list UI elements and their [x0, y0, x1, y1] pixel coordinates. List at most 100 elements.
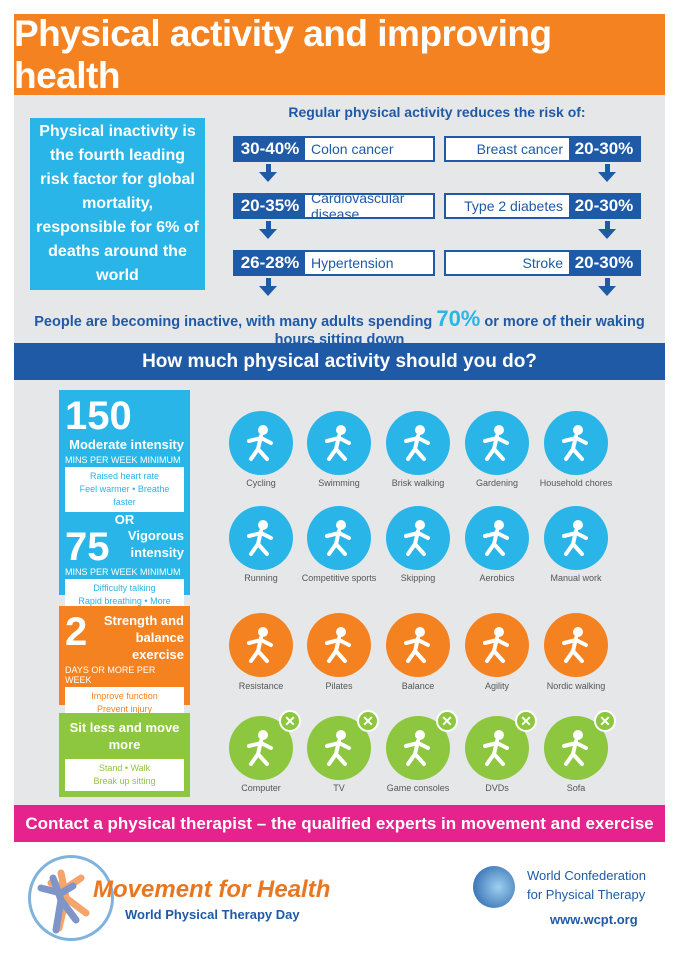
activity-label: Running	[244, 573, 278, 583]
moderate-sub: MINS PER WEEK MINIMUM	[65, 455, 181, 465]
pilates-icon	[307, 613, 371, 677]
aerobic-card: 150 Moderate intensity MINS PER WEEK MIN…	[59, 390, 190, 624]
risk-item: Stroke 20-30%	[444, 250, 641, 276]
moderate-label: Moderate intensity	[69, 437, 184, 452]
org-line: for Physical Therapy	[527, 887, 646, 902]
agility-icon	[465, 613, 529, 677]
sofa-icon: ✕	[544, 710, 616, 780]
game-consoles-icon: ✕	[386, 710, 458, 780]
event-name: World Physical Therapy Day	[125, 907, 300, 922]
gardening-icon	[465, 411, 529, 475]
cross-icon: ✕	[357, 710, 379, 732]
activity-label: Pilates	[325, 681, 353, 691]
activity-label: Skipping	[400, 573, 436, 583]
website-link[interactable]: www.wcpt.org	[550, 912, 638, 927]
household-chores-icon	[544, 411, 608, 475]
activity-label: Aerobics	[479, 573, 515, 583]
moderate-signs: Raised heart rate Feel warmer • Breathe f…	[65, 467, 184, 512]
activity-label: Household chores	[539, 478, 613, 488]
org-name: World Confederation for Physical Therapy	[527, 866, 646, 904]
inactivity-fact-box: Physical inactivity is the fourth leadin…	[30, 118, 205, 290]
risk-name: Breast cancer	[476, 141, 563, 157]
strength-card: 2 Strength and balance exercise DAYS OR …	[59, 606, 190, 719]
inactive-text: People are becoming inactive, with many …	[34, 314, 437, 330]
strength-number: 2	[65, 610, 88, 654]
cross-icon: ✕	[436, 710, 458, 732]
swimming-icon	[307, 411, 371, 475]
vigorous-number: 75	[65, 525, 110, 569]
moderate-number: 150	[65, 394, 132, 438]
risk-percent: 26-28%	[235, 252, 305, 274]
risk-name: Stroke	[522, 255, 563, 271]
risk-item: 26-28% Hypertension	[233, 250, 435, 276]
competitive-sports-icon	[307, 506, 371, 570]
down-arrow-icon	[598, 221, 616, 239]
risk-percent: 20-30%	[569, 252, 639, 274]
sit-less-tips: Stand • Walk Break up sitting	[65, 759, 184, 791]
inactive-percent: 70%	[436, 306, 481, 331]
aerobics-icon	[465, 506, 529, 570]
brisk-walking-icon	[386, 411, 450, 475]
risk-header: Regular physical activity reduces the ri…	[288, 104, 586, 120]
activity-label: Competitive sports	[301, 573, 377, 583]
down-arrow-icon	[259, 278, 277, 296]
risk-percent: 20-35%	[235, 195, 305, 217]
strength-label: Strength and balance exercise	[103, 613, 184, 662]
strength-sub: DAYS OR MORE PER WEEK	[65, 665, 156, 685]
inactivity-statement: People are becoming inactive, with many …	[14, 306, 665, 348]
resistance-icon	[229, 613, 293, 677]
activity-label: Brisk walking	[391, 478, 445, 488]
nordic-walking-icon	[544, 613, 608, 677]
risk-percent: 20-30%	[569, 138, 639, 160]
risk-name: Hypertension	[311, 255, 394, 271]
activity-label: TV	[333, 783, 345, 793]
section-title: How much physical activity should you do…	[14, 343, 665, 380]
sit-less-label: Sit less and move more	[69, 720, 180, 752]
tip: Break up sitting	[93, 776, 156, 786]
activity-label: Nordic walking	[546, 681, 606, 691]
tv-icon: ✕	[307, 710, 379, 780]
activity-label: Cycling	[246, 478, 276, 488]
activity-label: DVDs	[485, 783, 509, 793]
movement-logo-icon	[28, 855, 114, 941]
computer-icon: ✕	[229, 710, 301, 780]
down-arrow-icon	[598, 164, 616, 182]
wcpt-logo-icon	[473, 866, 515, 908]
running-icon	[229, 506, 293, 570]
risk-item: 20-35% Cardiovascular disease	[233, 190, 435, 222]
or-label: OR	[114, 512, 135, 527]
skipping-icon	[386, 506, 450, 570]
risk-item: 30-40% Colon cancer	[233, 136, 435, 162]
manual-work-icon	[544, 506, 608, 570]
cycling-icon	[229, 411, 293, 475]
activity-label: Sofa	[566, 783, 586, 793]
sign: Raised heart rate	[89, 471, 160, 481]
benefit: Improve function	[91, 691, 158, 701]
activity-label: Swimming	[318, 478, 360, 488]
vigorous-sub: MINS PER WEEK MINIMUM	[65, 567, 181, 577]
cross-icon: ✕	[594, 710, 616, 732]
down-arrow-icon	[598, 278, 616, 296]
contact-banner: Contact a physical therapist – the quali…	[14, 805, 665, 842]
brand-name: Movement for Health	[93, 876, 331, 903]
activity-label: Gardening	[475, 478, 519, 488]
activity-label: Manual work	[550, 573, 602, 583]
tip: Stand • Walk	[98, 763, 151, 773]
benefit: Prevent injury	[96, 704, 153, 714]
risk-item: Breast cancer 20-30%	[444, 136, 641, 162]
activity-label: Computer	[241, 783, 281, 793]
risk-percent: 20-30%	[569, 195, 639, 217]
sign: Feel warmer • Breathe faster	[79, 484, 170, 507]
cross-icon: ✕	[515, 710, 537, 732]
activity-label: Game consoles	[386, 783, 450, 793]
risk-name: Cardiovascular disease	[311, 190, 405, 222]
cross-icon: ✕	[279, 710, 301, 732]
org-line: World Confederation	[527, 868, 646, 883]
sit-less-card: Sit less and move more Stand • Walk Break…	[59, 713, 190, 797]
risk-name: Type 2 diabetes	[464, 198, 563, 214]
activity-label: Balance	[401, 681, 435, 691]
risk-item: Type 2 diabetes 20-30%	[444, 193, 641, 219]
activity-label: Resistance	[238, 681, 284, 691]
down-arrow-icon	[259, 221, 277, 239]
dvds-icon: ✕	[465, 710, 537, 780]
